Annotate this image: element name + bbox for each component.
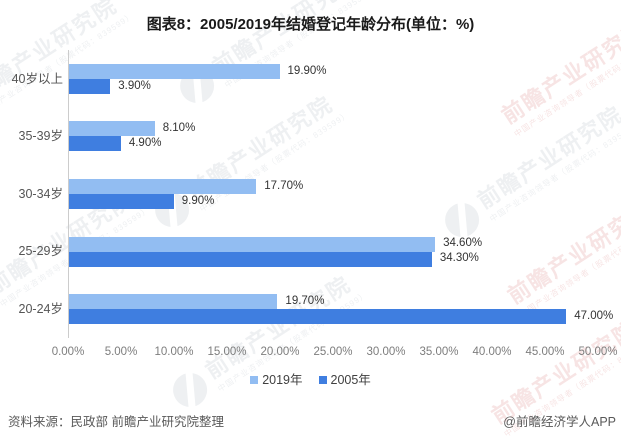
bar-line: 4.90% (69, 136, 598, 152)
bar-pair: 34.60% 34.30% (69, 236, 598, 267)
bar-2005年 (69, 251, 432, 267)
bar-2019年 (69, 121, 155, 137)
bar-line: 17.70% (69, 178, 598, 194)
category-row-20-24岁: 20-24岁 19.70% 47.00% (19, 280, 613, 338)
category-row-40岁以上: 40岁以上 19.90% 3.90% (12, 50, 598, 108)
source-note: 资料来源：民政部 前瞻产业研究院整理 (8, 415, 224, 429)
bar-value-label: 8.10% (162, 122, 196, 135)
bar-2019年 (69, 178, 257, 194)
bar-pair: 19.70% 47.00% (69, 294, 613, 325)
x-tick-label: 5.00% (104, 346, 138, 358)
legend-item-2005年: 2005年 (318, 373, 371, 387)
chart-title: 图表8：2005/2019年结婚登记年龄分布(单位：%) (146, 16, 475, 33)
bar-2005年 (69, 136, 121, 152)
legend-label: 2005年 (330, 373, 371, 387)
legend-label: 2019年 (262, 373, 303, 387)
category-label: 25-29岁 (18, 244, 63, 259)
legend: 2019年 2005年 (0, 374, 621, 387)
bar-value-label: 19.70% (285, 294, 325, 307)
x-tick-label: 35.00% (419, 346, 459, 358)
bar-line: 34.30% (69, 251, 598, 267)
bar-2005年 (69, 309, 567, 325)
bar-pair: 8.10% 4.90% (69, 121, 598, 152)
bar-pair: 19.90% 3.90% (69, 63, 598, 94)
bar-line: 47.00% (69, 309, 613, 325)
bar-2019年 (69, 63, 280, 79)
bar-line: 8.10% (69, 121, 598, 137)
bar-line: 34.60% (69, 236, 598, 252)
credit-note: @前瞻经济学人APP (503, 415, 616, 429)
legend-swatch-icon (250, 376, 259, 385)
category-label: 30-34岁 (18, 186, 63, 201)
bar-value-label: 9.90% (181, 194, 215, 207)
category-row-25-29岁: 25-29岁 34.60% 34.30% (19, 223, 598, 281)
category-label: 40岁以上 (11, 71, 63, 86)
bar-2005年 (69, 78, 111, 94)
bar-2019年 (69, 236, 436, 252)
bar-value-label: 34.30% (439, 252, 479, 265)
bar-value-label: 19.90% (287, 64, 327, 77)
bar-line: 19.90% (69, 63, 598, 79)
bar-value-label: 34.60% (443, 237, 483, 250)
category-label: 35-39岁 (18, 129, 63, 144)
x-tick-label: 20.00% (260, 346, 300, 358)
x-tick-label: 10.00% (154, 346, 194, 358)
x-tick-label: 40.00% (472, 346, 512, 358)
legend-item-2019年: 2019年 (250, 373, 303, 387)
bar-value-label: 4.90% (128, 137, 162, 150)
bar-pair: 17.70% 9.90% (69, 178, 598, 209)
x-tick-label: 0.00% (51, 346, 85, 358)
bar-line: 9.90% (69, 193, 598, 209)
x-tick-label: 25.00% (313, 346, 353, 358)
category-row-35-39岁: 35-39岁 8.10% 4.90% (19, 108, 598, 166)
bar-line: 3.90% (69, 78, 598, 94)
bar-2019年 (69, 294, 278, 310)
bar-value-label: 17.70% (264, 179, 304, 192)
legend-swatch-icon (318, 376, 327, 385)
category-row-30-34岁: 30-34岁 17.70% 9.90% (19, 165, 598, 223)
category-label: 20-24岁 (18, 301, 63, 316)
x-tick-label: 30.00% (366, 346, 406, 358)
bar-value-label: 47.00% (574, 309, 614, 322)
plot-area: 40岁以上 19.90% 3.90% 35-39岁 8.10% 4.90% 30-34岁 17… (12, 50, 613, 338)
bar-line: 19.70% (69, 294, 598, 310)
x-tick-label: 15.00% (207, 346, 247, 358)
bar-2005年 (69, 193, 174, 209)
x-tick-label: 50.00% (578, 346, 618, 358)
bar-value-label: 3.90% (118, 79, 151, 92)
x-tick-label: 45.00% (525, 346, 565, 358)
x-axis: 0.00% 5.00% 10.00% 15.00% 20.00% 25.00% 30.00%… (52, 346, 618, 360)
